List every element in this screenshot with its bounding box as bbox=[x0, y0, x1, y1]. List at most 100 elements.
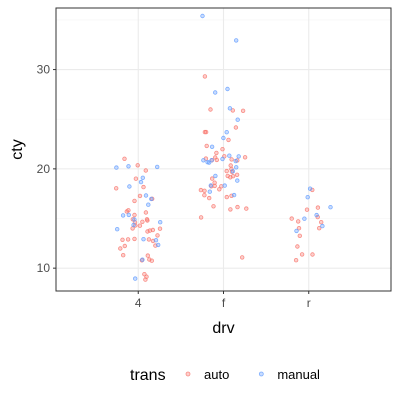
x-tick-label: 4 bbox=[135, 296, 142, 310]
data-point-auto bbox=[226, 137, 231, 143]
data-point-auto bbox=[132, 212, 137, 218]
data-point-manual bbox=[132, 217, 137, 222]
data-point-auto bbox=[125, 237, 131, 242]
data-point-manual bbox=[235, 117, 240, 122]
data-point-auto bbox=[118, 246, 123, 251]
data-point-auto bbox=[228, 163, 233, 168]
data-point-auto bbox=[295, 244, 300, 249]
data-point-auto bbox=[317, 225, 322, 231]
data-point-manual bbox=[140, 175, 145, 180]
data-point-manual bbox=[212, 90, 218, 95]
data-point-auto bbox=[240, 108, 246, 113]
legend-label-auto: auto bbox=[204, 367, 229, 382]
data-point-manual bbox=[233, 158, 238, 164]
data-point-manual bbox=[120, 213, 126, 218]
y-axis-title: cty bbox=[9, 139, 26, 159]
data-point-auto bbox=[234, 172, 240, 177]
data-point-auto bbox=[206, 195, 212, 201]
data-point-manual bbox=[153, 237, 159, 243]
data-point-auto bbox=[122, 156, 127, 161]
data-point-auto bbox=[149, 258, 154, 263]
data-point-manual bbox=[209, 144, 215, 149]
legend-key-auto bbox=[185, 371, 191, 377]
data-point-manual bbox=[149, 196, 154, 202]
data-point-manual bbox=[221, 135, 226, 141]
data-point-manual bbox=[209, 157, 214, 163]
data-point-auto bbox=[204, 143, 209, 149]
data-point-auto bbox=[239, 255, 245, 260]
data-point-auto bbox=[137, 223, 143, 228]
data-point-manual bbox=[227, 153, 232, 158]
data-point-auto bbox=[244, 206, 249, 211]
data-point-auto bbox=[132, 236, 137, 242]
data-point-auto bbox=[145, 229, 150, 234]
data-point-manual bbox=[206, 160, 212, 165]
data-point-manual bbox=[302, 216, 307, 221]
data-point-auto bbox=[297, 233, 302, 238]
data-point-manual bbox=[224, 129, 229, 135]
data-point-auto bbox=[242, 155, 248, 160]
data-point-auto bbox=[224, 194, 229, 200]
data-point-auto bbox=[211, 204, 216, 209]
data-point-manual bbox=[143, 193, 149, 198]
data-point-auto bbox=[145, 253, 150, 258]
data-point-auto bbox=[310, 252, 315, 257]
data-point-manual bbox=[233, 38, 239, 43]
data-point-auto bbox=[319, 219, 324, 225]
data-point-manual bbox=[307, 186, 313, 191]
axis-ticks: 10 20 30 4 f r bbox=[37, 63, 311, 310]
data-point-auto bbox=[137, 193, 143, 199]
data-point-auto bbox=[146, 237, 152, 242]
data-point-manual bbox=[114, 165, 119, 170]
data-point-auto bbox=[133, 176, 139, 181]
grid bbox=[56, 8, 391, 291]
legend-label-manual: manual bbox=[277, 367, 320, 382]
data-point-auto bbox=[289, 216, 294, 221]
data-point-auto bbox=[203, 129, 209, 135]
data-point-auto bbox=[208, 107, 213, 112]
data-point-manual bbox=[220, 156, 225, 162]
data-point-manual bbox=[200, 13, 205, 19]
data-point-auto bbox=[145, 218, 150, 223]
x-axis-title: drv bbox=[212, 320, 234, 337]
data-point-manual bbox=[230, 169, 236, 174]
data-point-auto bbox=[143, 210, 149, 215]
data-point-auto bbox=[315, 205, 321, 210]
data-point-auto bbox=[214, 150, 219, 156]
data-point-auto bbox=[202, 188, 207, 193]
data-point-manual bbox=[225, 86, 230, 92]
data-point-manual bbox=[127, 184, 132, 189]
data-point-manual bbox=[138, 179, 144, 185]
x-tick-label: f bbox=[222, 296, 226, 310]
data-point-manual bbox=[157, 219, 163, 225]
data-point-manual bbox=[146, 202, 151, 207]
data-point-manual bbox=[201, 158, 206, 163]
data-point-manual bbox=[126, 164, 131, 169]
data-point-auto bbox=[198, 187, 204, 193]
legend-title: trans bbox=[130, 367, 166, 384]
data-point-manual bbox=[114, 226, 120, 232]
data-point-manual bbox=[305, 194, 310, 200]
data-point-auto bbox=[217, 187, 222, 192]
data-point-manual bbox=[236, 154, 241, 159]
data-point-auto bbox=[202, 74, 208, 79]
data-point-auto bbox=[143, 168, 148, 173]
data-point-auto bbox=[224, 168, 229, 174]
y-tick-label: 30 bbox=[37, 63, 51, 77]
data-point-manual bbox=[294, 228, 299, 234]
data-point-auto bbox=[144, 274, 149, 279]
y-tick-label: 20 bbox=[37, 162, 51, 176]
data-point-auto bbox=[212, 180, 217, 185]
data-point-auto bbox=[209, 176, 215, 181]
legend: trans auto manual bbox=[130, 367, 320, 384]
data-point-auto bbox=[310, 187, 315, 193]
y-tick-label: 10 bbox=[37, 261, 51, 275]
data-point-auto bbox=[296, 225, 302, 231]
data-point-auto bbox=[299, 252, 305, 257]
data-point-auto bbox=[233, 125, 239, 130]
data-point-manual bbox=[140, 257, 145, 262]
data-point-auto bbox=[140, 219, 145, 224]
